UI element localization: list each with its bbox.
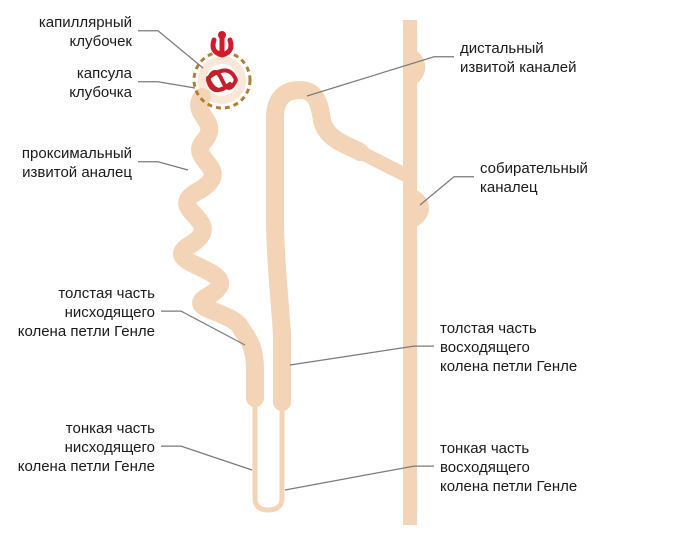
label-collecting: собирательный каналец xyxy=(480,160,588,198)
label-desc-thick: толстая часть нисходящего колена петли Г… xyxy=(18,285,155,341)
label-distal: дистальный извитой каналей xyxy=(460,40,577,78)
nephron-diagram: { "meta": { "width": 700, "height": 533,… xyxy=(0,0,700,533)
label-desc-thin: тонкая часть нисходящего колена петли Ге… xyxy=(18,420,155,476)
label-proximal: проксимальный извитой аналец xyxy=(22,145,132,183)
label-asc-thin: тонкая часть восходящего колена петли Ге… xyxy=(440,440,577,496)
label-glomerulus: капиллярный клубочек xyxy=(39,14,132,52)
label-capsule: капсула клубочка xyxy=(69,65,132,103)
label-asc-thick: толстая часть восходящего колена петли Г… xyxy=(440,320,577,376)
